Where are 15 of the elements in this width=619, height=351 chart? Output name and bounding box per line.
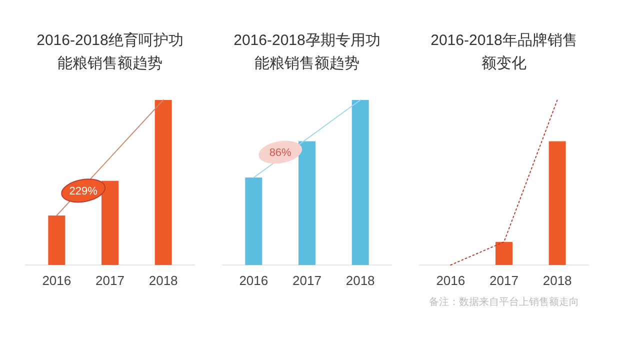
x-tick-label: 2018 [346,273,375,288]
x-tick-label: 2017 [490,273,518,288]
annotation: 86% [269,147,292,160]
x-tick-label: 2017 [96,273,124,288]
chart-title: 2016-2018孕期专用功能粮销售额趋势 [234,32,380,72]
x-tick-label: 2016 [436,273,466,288]
annotation: 229% [69,186,98,198]
x-tick-label: 2018 [148,273,178,288]
chart-title: 2016-2018绝育呵护功能粮销售额趋势 [36,32,184,72]
x-tick-label: 2017 [292,273,322,288]
x-tick-label: 2016 [239,273,268,288]
chart-title: 2016-2018年品牌销售额变化 [430,32,578,72]
x-tick-label: 2018 [542,273,572,288]
text: 备注：数据来自平台上销售额走向 [429,296,579,308]
x-tick-label: 2016 [42,273,72,288]
